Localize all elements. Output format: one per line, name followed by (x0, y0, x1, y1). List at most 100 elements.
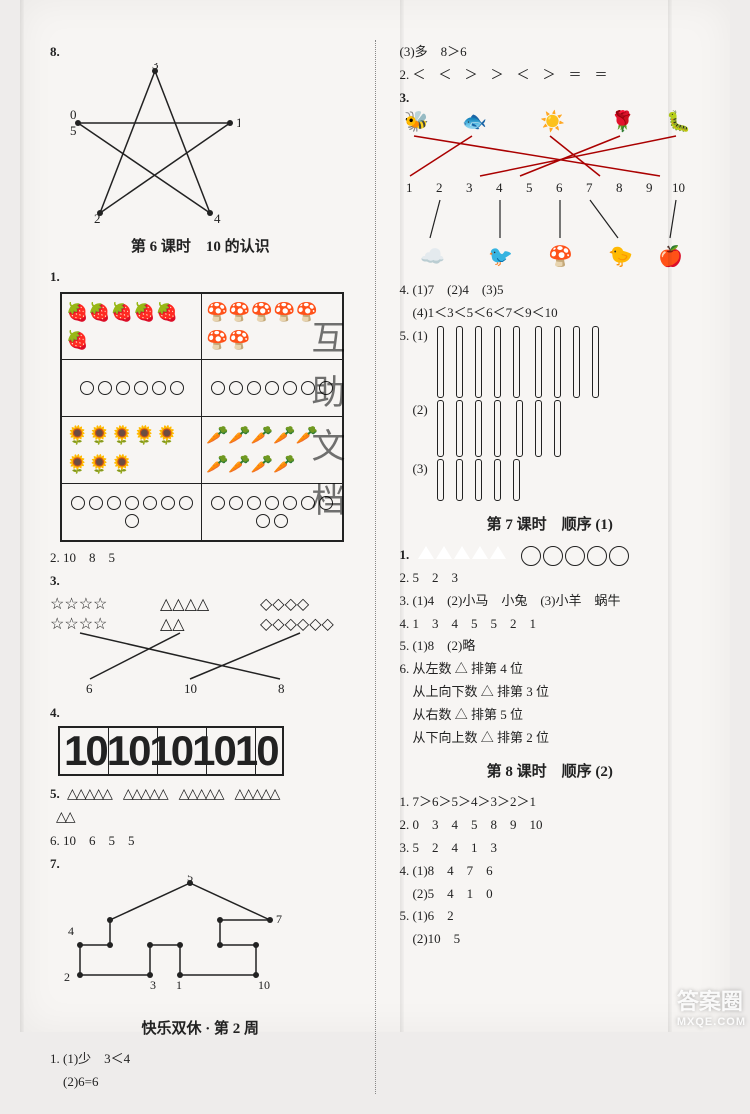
svg-text:🍄: 🍄 (548, 244, 573, 268)
r5-1: 5. (1) (400, 326, 701, 398)
t7-q6c: 从右数 △ 排第 5 位 (400, 705, 701, 726)
star-lbl-5: 5 (70, 123, 77, 138)
star-lbl-0: 0 (70, 107, 77, 122)
svg-text:3: 3 (150, 978, 156, 992)
r4b: (4)1＜3＜5＜6＜7＜9＜10 (400, 303, 701, 324)
r5-2: (2) (400, 400, 701, 457)
svg-text:7: 7 (586, 180, 593, 195)
title-lesson-8: 第 8 课时 顺序 (2) (400, 760, 701, 784)
svg-text:8: 8 (616, 180, 623, 195)
right-column: (3)多 8＞6 2. ＜ ＜ ＞ ＞ ＜ ＞ ＝ ＝ 3. 🐝🐟☀️ 🌹🐛 (400, 40, 701, 1094)
w1a: 1. (1)少 3＜4 (50, 1049, 351, 1070)
svg-text:☆☆☆☆: ☆☆☆☆ (50, 616, 107, 633)
page: 8. 3 1 (20, 0, 730, 1032)
svg-text:10: 10 (672, 180, 685, 195)
svg-text:☀️: ☀️ (540, 109, 565, 133)
t7-q3: 3. (1)4 (2)小马 小兔 (3)小羊 蜗牛 (400, 591, 701, 612)
t8-q3: 3. 5 2 4 1 3 (400, 838, 701, 859)
t8-q4a: 4. (1)8 4 7 6 (400, 861, 701, 882)
r2: 2. ＜ ＜ ＞ ＞ ＜ ＞ ＝ ＝ (400, 65, 701, 86)
q5: 5. △△△△△ △△△△△ △△△△△ △△△△△ △△ (50, 784, 351, 829)
q4: 4. (50, 703, 351, 724)
r3-figure: 🐝🐟☀️ 🌹🐛 123 456 789 10 (400, 108, 700, 278)
t8-q5a: 5. (1)6 2 (400, 906, 701, 927)
grid-cell-2c (62, 484, 202, 540)
q6: 6. 10 6 5 5 (50, 831, 351, 852)
q3-num-8: 8 (278, 681, 285, 696)
q7-label: 7. (50, 856, 60, 871)
t8-q1: 1. 7＞6＞5＞4＞3＞2＞1 (400, 792, 701, 813)
grid-cell-2: 🌻🌻🌻🌻🌻🌻🌻🌻 (62, 417, 202, 483)
svg-text:◇◇◇◇: ◇◇◇◇ (260, 596, 310, 613)
star-figure: 3 1 4 2 0 5 (70, 63, 240, 223)
svg-text:🌹: 🌹 (610, 109, 635, 133)
svg-text:☁️: ☁️ (420, 246, 445, 268)
svg-text:4: 4 (68, 924, 74, 938)
svg-text:2: 2 (64, 970, 70, 984)
grid-cell-0: 🍓🍓🍓🍓🍓🍓 (62, 294, 202, 360)
r5-3: (3) (400, 459, 701, 501)
r4: 4. (1)7 (2)4 (3)5 (400, 280, 701, 301)
title-weekend: 快乐双休 · 第 2 周 (50, 1017, 351, 1041)
svg-text:◇◇◇◇◇◇: ◇◇◇◇◇◇ (260, 616, 335, 633)
q5-label: 5. (50, 786, 60, 801)
watermark-corner: 答案圈 MXQE.COM (677, 984, 746, 1028)
scan-fold-1 (400, 0, 404, 1032)
watermark-sub: MXQE.COM (677, 1016, 746, 1028)
scan-edge-left (20, 0, 24, 1032)
left-column: 8. 3 1 (50, 40, 351, 1094)
star-lbl-4: 4 (214, 211, 221, 223)
svg-text:7: 7 (276, 912, 282, 926)
t7-q1: 1. (400, 545, 701, 566)
q3-num-6: 6 (86, 681, 93, 696)
q1: 1. (50, 267, 351, 288)
t8-q4b: (2)5 4 1 0 (400, 884, 701, 905)
svg-text:2: 2 (436, 180, 443, 195)
q4-label: 4. (50, 705, 60, 720)
svg-text:4: 4 (496, 180, 503, 195)
grid-icons-0: 🍓🍓🍓🍓🍓🍓 (66, 298, 197, 356)
q3-figure: ☆☆☆☆ ☆☆☆☆ △△△△ △△ ◇◇◇◇ ◇◇◇◇◇◇ 6 1 (50, 591, 350, 701)
svg-text:🐟: 🐟 (462, 111, 487, 133)
star-lbl-2: 2 (94, 211, 101, 223)
column-divider (375, 40, 376, 1094)
title-lesson-7: 第 7 课时 顺序 (1) (400, 513, 701, 537)
t7-q4: 4. 1 3 4 5 5 2 1 (400, 614, 701, 635)
q8: 8. 3 1 (50, 42, 351, 223)
q3-label: 3. (50, 573, 60, 588)
columns: 8. 3 1 (20, 0, 730, 1114)
t7-q6b: 从上向下数 △ 排第 3 位 (400, 682, 701, 703)
svg-text:10: 10 (258, 978, 270, 992)
q7: 7. 5 4 7 2 (50, 854, 351, 1005)
t8-q2: 2. 0 3 4 5 8 9 10 (400, 815, 701, 836)
grid-icons-2: 🌻🌻🌻🌻🌻🌻🌻🌻 (66, 421, 197, 479)
svg-text:1: 1 (406, 180, 413, 195)
grid-cell-0c (62, 360, 202, 416)
svg-text:🐦: 🐦 (488, 246, 513, 268)
t7-q2: 2. 5 2 3 (400, 568, 701, 589)
svg-text:3: 3 (466, 180, 473, 195)
svg-text:6: 6 (556, 180, 563, 195)
q3: 3. ☆☆☆☆ ☆☆☆☆ △△△△ △△ ◇◇◇◇ ◇◇◇◇◇◇ (50, 571, 351, 702)
svg-text:☆☆☆☆: ☆☆☆☆ (50, 596, 107, 613)
q8-label: 8. (50, 44, 60, 59)
w1b: (2)6=6 (50, 1072, 351, 1093)
t7-q5: 5. (1)8 (2)略 (400, 636, 701, 657)
svg-text:5: 5 (187, 875, 193, 884)
star-lbl-3: 3 (152, 63, 159, 72)
scan-fold-2 (668, 0, 672, 1032)
q2: 2. 10 8 5 (50, 548, 351, 569)
svg-text:🐤: 🐤 (608, 246, 633, 268)
svg-text:△△△△: △△△△ (160, 596, 210, 613)
title-lesson-6: 第 6 课时 10 的认识 (50, 235, 351, 259)
q1-label: 1. (50, 269, 60, 284)
watermark-main: 答案圈 (677, 989, 743, 1014)
r3: 3. 🐝🐟☀️ 🌹🐛 123 456 (400, 88, 701, 279)
svg-text:🐝: 🐝 (404, 110, 429, 133)
q5-tris: △△△△△ △△△△△ △△△△△ △△△△△ △△ (50, 787, 278, 824)
svg-text:1: 1 (176, 978, 182, 992)
watermark-text: 互助文档 (300, 320, 349, 536)
q4-digits: 1010101010 (58, 726, 284, 776)
t7-q6d: 从下向上数 △ 排第 2 位 (400, 728, 701, 749)
svg-text:5: 5 (526, 180, 533, 195)
